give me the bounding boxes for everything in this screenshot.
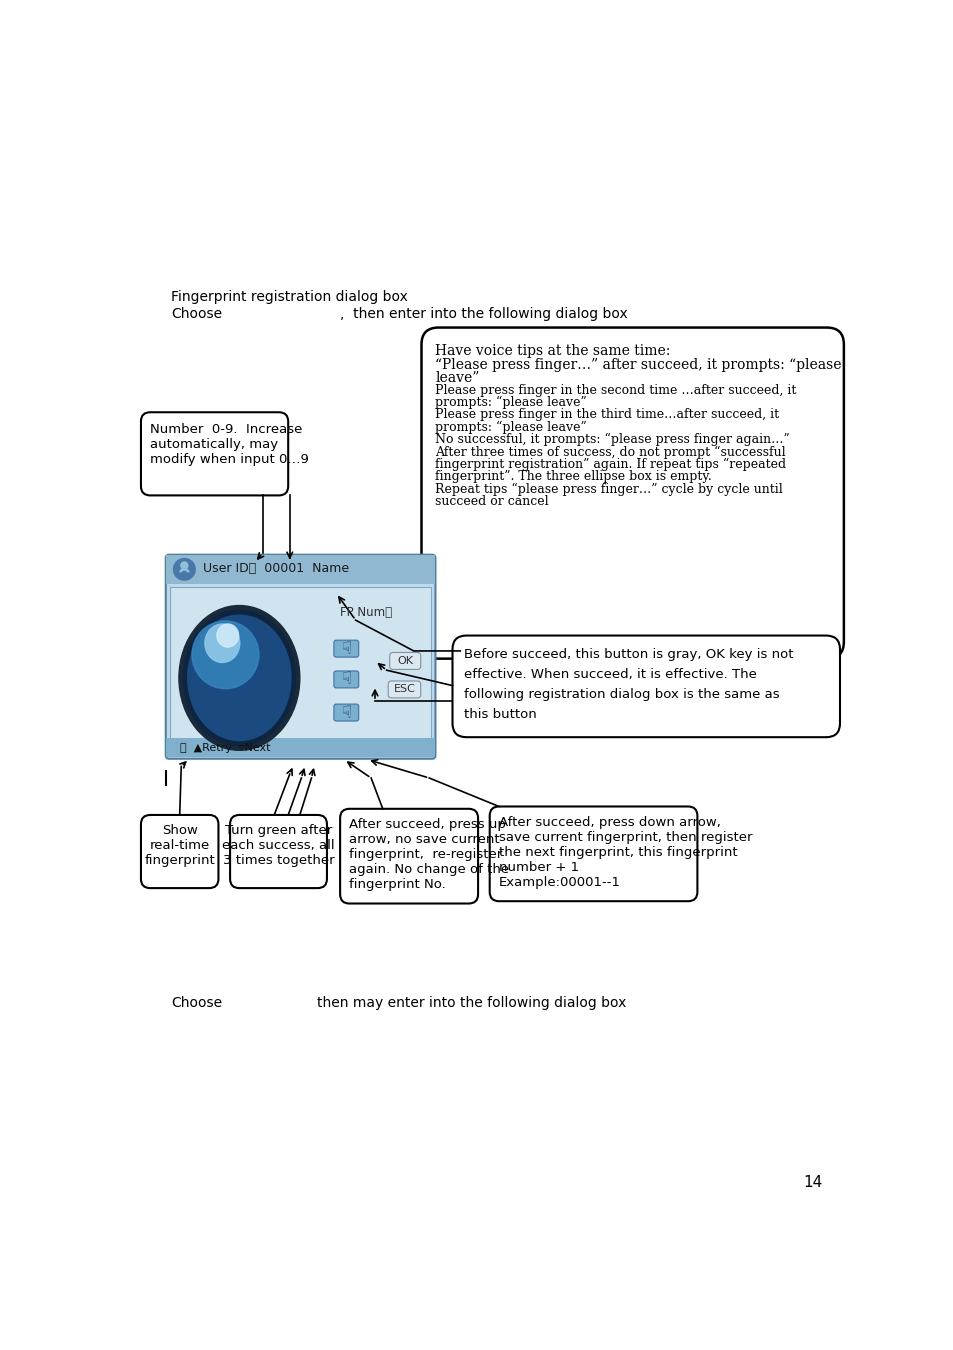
Bar: [166, 738, 435, 757]
Bar: [171, 587, 431, 748]
FancyBboxPatch shape: [334, 671, 358, 689]
Circle shape: [173, 559, 195, 580]
Text: After three times of success, do not prompt “successful: After three times of success, do not pro…: [435, 446, 785, 459]
Text: Please press finger in the second time …after succeed, it: Please press finger in the second time ……: [435, 383, 796, 397]
Text: prompts: “please leave”: prompts: “please leave”: [435, 421, 587, 433]
Text: fingerprint”. The three ellipse box is empty.: fingerprint”. The three ellipse box is e…: [435, 470, 712, 483]
Text: ☟: ☟: [341, 671, 351, 689]
Text: Number  0-9.  Increase
automatically, may
modify when input 0…9: Number 0-9. Increase automatically, may …: [150, 423, 309, 466]
Ellipse shape: [179, 606, 299, 751]
Text: prompts: “please leave”: prompts: “please leave”: [435, 396, 587, 409]
Ellipse shape: [188, 616, 291, 741]
Text: ESC: ESC: [393, 684, 415, 694]
FancyBboxPatch shape: [421, 328, 843, 659]
Bar: [166, 555, 435, 585]
FancyBboxPatch shape: [390, 652, 420, 670]
FancyBboxPatch shape: [340, 809, 477, 903]
Ellipse shape: [183, 610, 294, 745]
Text: ☟: ☟: [341, 640, 351, 657]
Text: ,  then enter into the following dialog box: , then enter into the following dialog b…: [340, 308, 627, 321]
Text: Have voice tips at the same time:: Have voice tips at the same time:: [435, 344, 670, 359]
Text: FP Num：: FP Num：: [340, 606, 392, 618]
Ellipse shape: [216, 624, 238, 647]
FancyBboxPatch shape: [230, 815, 327, 888]
Text: After succeed, press down arrow,
save current fingerprint, then register
the nex: After succeed, press down arrow, save cu…: [498, 815, 752, 888]
Text: succeed or cancel: succeed or cancel: [435, 494, 549, 508]
FancyBboxPatch shape: [141, 412, 288, 495]
Text: effective. When succeed, it is effective. The: effective. When succeed, it is effective…: [464, 668, 757, 680]
Text: OK: OK: [396, 656, 413, 666]
Ellipse shape: [205, 624, 239, 663]
FancyBboxPatch shape: [452, 636, 840, 737]
FancyBboxPatch shape: [334, 640, 358, 657]
Text: No successful, it prompts: “please press finger again…”: No successful, it prompts: “please press…: [435, 433, 789, 447]
Text: Choose: Choose: [171, 996, 222, 1010]
FancyBboxPatch shape: [141, 815, 218, 888]
Text: ⓘ  ▲Retry  ▿Next: ⓘ ▲Retry ▿Next: [179, 743, 270, 753]
Text: Show
real-time
fingerprint: Show real-time fingerprint: [144, 825, 214, 867]
Text: Turn green after
each success, all
3 times together: Turn green after each success, all 3 tim…: [222, 825, 335, 867]
Text: Fingerprint registration dialog box: Fingerprint registration dialog box: [171, 290, 408, 304]
Text: ☟: ☟: [341, 703, 351, 721]
Text: “Please press finger…” after succeed, it prompts: “please: “Please press finger…” after succeed, it…: [435, 358, 841, 371]
FancyBboxPatch shape: [166, 555, 435, 759]
Text: After succeed, press up
arrow, no save current
fingerprint,  re-register
again. : After succeed, press up arrow, no save c…: [349, 818, 509, 891]
Ellipse shape: [192, 621, 258, 688]
Text: Please press finger in the third time…after succeed, it: Please press finger in the third time…af…: [435, 409, 779, 421]
FancyBboxPatch shape: [489, 806, 697, 902]
Text: this button: this button: [464, 707, 537, 721]
Text: fingerprint registration” again. If repeat tips “repeated: fingerprint registration” again. If repe…: [435, 458, 786, 471]
Text: Repeat tips “please press finger…” cycle by cycle until: Repeat tips “please press finger…” cycle…: [435, 482, 782, 495]
Text: following registration dialog box is the same as: following registration dialog box is the…: [464, 688, 779, 701]
FancyBboxPatch shape: [388, 680, 420, 698]
Text: leave”: leave”: [435, 371, 479, 385]
Text: Before succeed, this button is gray, OK key is not: Before succeed, this button is gray, OK …: [464, 648, 793, 662]
FancyBboxPatch shape: [334, 705, 358, 721]
Text: Choose: Choose: [171, 308, 222, 321]
Circle shape: [181, 562, 188, 568]
Text: then may enter into the following dialog box: then may enter into the following dialog…: [316, 996, 625, 1010]
Text: 14: 14: [802, 1174, 821, 1189]
Text: User ID：  00001  Name: User ID： 00001 Name: [203, 562, 349, 575]
